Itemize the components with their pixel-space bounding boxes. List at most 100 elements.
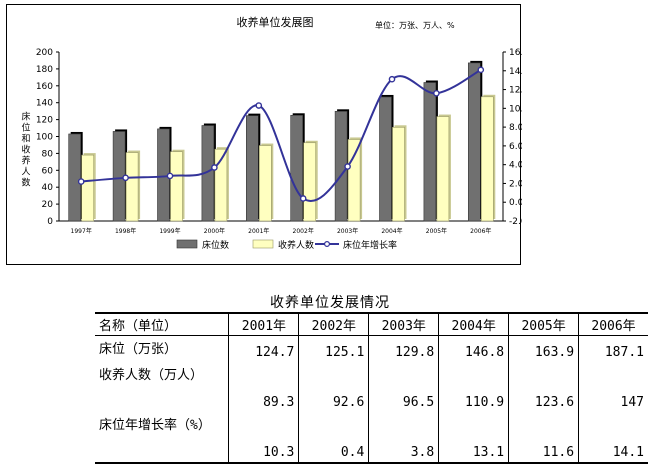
bar-adopted bbox=[81, 154, 94, 222]
value-cell: 110.9 bbox=[438, 362, 509, 412]
bar-adopted bbox=[214, 148, 228, 222]
bar-adopted bbox=[347, 139, 361, 222]
y-tick-label: 0 bbox=[47, 217, 53, 227]
row-label: 床位年增长率（%） bbox=[99, 418, 211, 433]
y-tick-label: 160 bbox=[36, 82, 53, 92]
y-tick-label: 40 bbox=[42, 183, 54, 193]
table-row: 床位年增长率（%） 10.3 0.4 3.8 13.1 11.6 14.1 bbox=[95, 412, 648, 463]
x-tick-label: 2000年 bbox=[204, 227, 225, 235]
value-cell: 124.7 bbox=[228, 335, 299, 362]
y-tick-label: 20 bbox=[42, 200, 54, 210]
y2-tick-label: 0.0 bbox=[509, 198, 522, 208]
table-title: 收养单位发展情况 bbox=[270, 295, 390, 311]
legend-swatch-adopted bbox=[252, 239, 274, 249]
growth-rate-point bbox=[77, 178, 85, 185]
y2-tick-label: 8.0 bbox=[509, 123, 522, 133]
bar-adopted bbox=[170, 151, 183, 222]
header-year-cell: 2002年 bbox=[298, 313, 369, 336]
value-cell: 147 bbox=[578, 362, 648, 412]
legend-swatch-beds bbox=[176, 239, 198, 249]
chart-title: 收养单位发展图 bbox=[237, 15, 314, 29]
y2-tick-label: 10.0 bbox=[509, 104, 522, 114]
value-cell: 96.5 bbox=[368, 362, 439, 412]
table-row: 床位（万张） 124.7 125.1 129.8 146.8 163.9 187.1 bbox=[95, 335, 648, 362]
y2-tick-label: 16.0 bbox=[509, 48, 522, 58]
growth-rate-line bbox=[81, 68, 482, 202]
x-tick-label: 1997年 bbox=[71, 227, 92, 235]
y-tick-label: 140 bbox=[36, 99, 53, 109]
row-label: 床位（万张） bbox=[99, 342, 178, 357]
legend-label-beds: 床位数 bbox=[202, 239, 229, 251]
unit-note: 单位：万张、万人、% bbox=[375, 20, 455, 30]
y2-tick-label: -2.0 bbox=[509, 217, 522, 227]
growth-rate-point bbox=[166, 172, 174, 180]
header-year-cell: 2004年 bbox=[438, 313, 509, 336]
growth-rate-point bbox=[299, 195, 307, 202]
y2-tick-label: 2.0 bbox=[509, 179, 522, 189]
bar-adopted bbox=[436, 116, 450, 222]
value-cell: 187.1 bbox=[578, 335, 648, 362]
value-cell: 123.6 bbox=[508, 362, 579, 412]
y-tick-label: 180 bbox=[36, 65, 53, 75]
legend-swatch-rate-point bbox=[324, 241, 331, 248]
bar-adopted bbox=[392, 126, 405, 222]
y-axis-label-char: 数 bbox=[21, 177, 30, 189]
bar-adopted bbox=[480, 96, 494, 222]
y-axis-label-char: 人 bbox=[21, 167, 30, 178]
header-name-cell: 名称（单位） bbox=[99, 319, 178, 334]
y-axis-label-char: 和 bbox=[21, 134, 30, 145]
legend-label-adopted: 收养人数 bbox=[278, 239, 314, 251]
growth-rate-point bbox=[122, 174, 129, 182]
y-tick-label: 60 bbox=[42, 166, 54, 176]
growth-rate-point bbox=[211, 164, 218, 171]
value-cell: 129.8 bbox=[368, 335, 439, 362]
x-tick-label: 2004年 bbox=[381, 227, 402, 235]
value-cell: 0.4 bbox=[298, 412, 369, 463]
bar-adopted bbox=[259, 145, 272, 222]
chart-svg: 收养单位发展图 单位：万张、万人、% 0 20 40 60 80 100 120 140 160 18… bbox=[21, 15, 522, 251]
growth-rate-point bbox=[344, 163, 351, 170]
growth-rate-point bbox=[477, 66, 485, 74]
table-row: 收养人数（万人） 89.3 92.6 96.5 110.9 123.6 147 bbox=[95, 362, 648, 412]
bar-adopted bbox=[303, 142, 317, 222]
data-table: 名称（单位） 2001年 2002年 2003年 2004年 2005年 2006年 床位（… bbox=[95, 312, 648, 464]
bar-beds bbox=[467, 62, 481, 222]
x-tick-label: 1998年 bbox=[115, 227, 136, 235]
value-cell: 11.6 bbox=[508, 412, 579, 463]
chart-frame: 收养单位发展图 单位：万张、万人、% 0 20 40 60 80 100 120 140 160 18… bbox=[6, 4, 522, 265]
x-tick-label: 2006年 bbox=[470, 227, 491, 235]
table-body: 床位（万张） 124.7 125.1 129.8 146.8 163.9 187.1 收养人数… bbox=[95, 335, 648, 463]
bar-beds bbox=[423, 82, 437, 222]
value-cell: 3.8 bbox=[368, 412, 439, 463]
header-year-cell: 2001年 bbox=[228, 313, 299, 336]
header-year-cell: 2005年 bbox=[508, 313, 579, 336]
header-year-cell: 2003年 bbox=[368, 313, 439, 336]
legend-label-rate: 床位年增长率 bbox=[343, 239, 397, 251]
y2-tick-label: 4.0 bbox=[509, 161, 522, 171]
y2-tick-label: 14.0 bbox=[509, 67, 522, 77]
value-cell: 14.1 bbox=[578, 412, 648, 463]
bar-beds bbox=[290, 114, 304, 222]
value-cell: 92.6 bbox=[298, 362, 369, 412]
row-label: 收养人数（万人） bbox=[99, 368, 204, 383]
x-tick-label: 2005年 bbox=[426, 227, 447, 235]
growth-rate-point bbox=[255, 102, 263, 109]
y-axis-label-char: 养 bbox=[21, 155, 30, 167]
growth-rate-point bbox=[388, 75, 396, 83]
y-axis-label-char: 收 bbox=[21, 144, 30, 156]
y-axis-label-char: 位 bbox=[21, 122, 30, 134]
bar-beds bbox=[246, 115, 259, 222]
value-cell: 163.9 bbox=[508, 335, 579, 362]
y-tick-label: 200 bbox=[36, 48, 53, 58]
header-year-cell: 2006年 bbox=[578, 313, 648, 336]
growth-rate-point bbox=[433, 90, 440, 97]
y-tick-label: 80 bbox=[42, 149, 54, 159]
table-header-row: 名称（单位） 2001年 2002年 2003年 2004年 2005年 2006年 bbox=[95, 313, 648, 336]
y-axis-label-char: 床 bbox=[21, 111, 30, 123]
y-tick-label: 120 bbox=[36, 116, 53, 126]
value-cell: 146.8 bbox=[438, 335, 509, 362]
value-cell: 125.1 bbox=[298, 335, 369, 362]
value-cell: 13.1 bbox=[438, 412, 509, 463]
x-tick-label: 2001年 bbox=[248, 227, 269, 235]
y2-tick-label: 12.0 bbox=[509, 86, 522, 96]
